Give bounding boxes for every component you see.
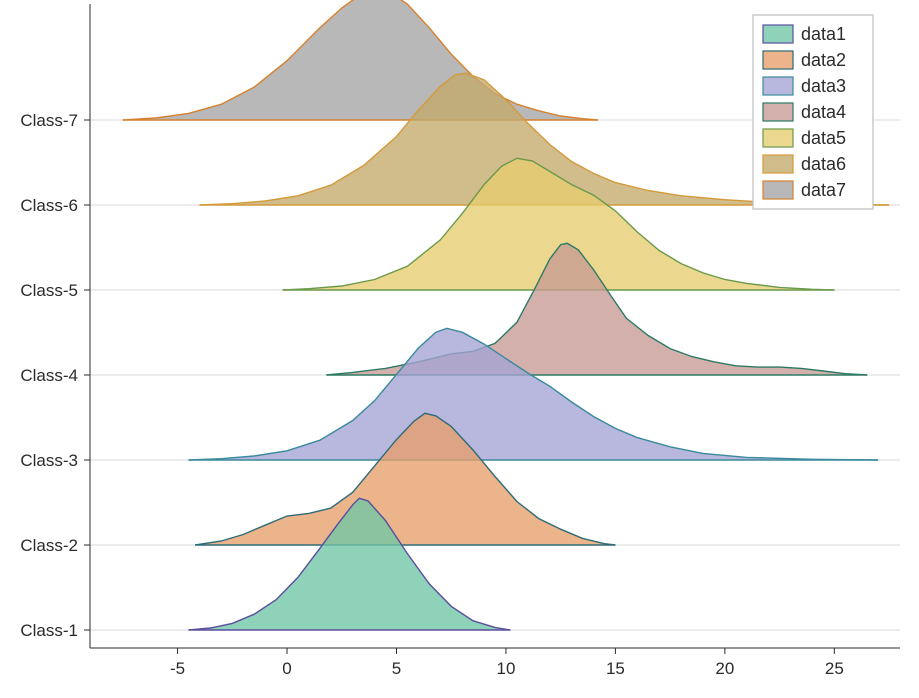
legend-swatch-data4 xyxy=(763,103,793,121)
x-tick-label: 15 xyxy=(606,659,625,678)
legend-swatch-data5 xyxy=(763,129,793,147)
legend-label-data3: data3 xyxy=(801,76,846,96)
y-tick-label: Class-6 xyxy=(20,196,78,215)
chart-svg: -5 0 5 10 15 20 25 Class-1 Class-2 Class-3 Class-4… xyxy=(0,0,919,693)
x-tick-label: 25 xyxy=(825,659,844,678)
ridgeline-chart: -5 0 5 10 15 20 25 Class-1 Class-2 Class-3 Class-4… xyxy=(0,0,919,693)
x-tick-label: 20 xyxy=(715,659,734,678)
x-tick-label: 0 xyxy=(282,659,291,678)
y-tick-label: Class-2 xyxy=(20,536,78,555)
legend-label-data6: data6 xyxy=(801,154,846,174)
y-tick-label: Class-3 xyxy=(20,451,78,470)
legend-label-data1: data1 xyxy=(801,24,846,44)
legend: data1 data2 data3 data4 data5 data6 data7 xyxy=(753,15,873,209)
legend-swatch-data1 xyxy=(763,25,793,43)
legend-swatch-data3 xyxy=(763,77,793,95)
legend-label-data7: data7 xyxy=(801,180,846,200)
legend-swatch-data6 xyxy=(763,155,793,173)
legend-swatch-data7 xyxy=(763,181,793,199)
ridge-fill-data7 xyxy=(123,0,598,120)
x-tick-label: -5 xyxy=(170,659,185,678)
y-tick-label: Class-7 xyxy=(20,111,78,130)
x-tick-label: 10 xyxy=(496,659,515,678)
legend-label-data2: data2 xyxy=(801,50,846,70)
y-tick-label: Class-1 xyxy=(20,621,78,640)
y-tick-label: Class-4 xyxy=(20,366,78,385)
legend-swatch-data2 xyxy=(763,51,793,69)
legend-label-data4: data4 xyxy=(801,102,846,122)
x-tick-label: 5 xyxy=(392,659,401,678)
legend-label-data5: data5 xyxy=(801,128,846,148)
y-tick-label: Class-5 xyxy=(20,281,78,300)
